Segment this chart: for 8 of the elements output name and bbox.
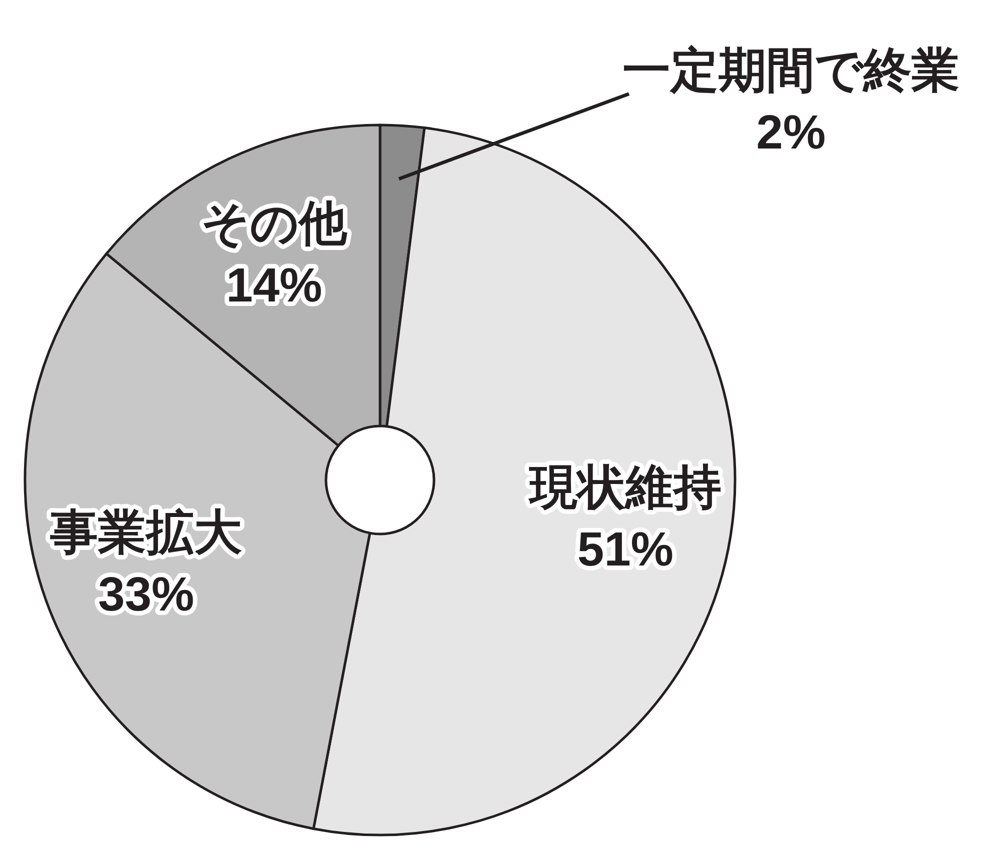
data-label: 51% bbox=[577, 523, 674, 576]
data-label: 14% bbox=[226, 260, 322, 313]
data-label: 2% bbox=[756, 106, 826, 160]
slice-label: 現状維持 bbox=[527, 461, 722, 514]
data-label: 33% bbox=[98, 568, 194, 622]
slice-label: 一定期間で終業 bbox=[622, 44, 960, 98]
slice-label: 事業拡大 bbox=[49, 506, 242, 560]
slice-label: その他 bbox=[201, 198, 348, 251]
